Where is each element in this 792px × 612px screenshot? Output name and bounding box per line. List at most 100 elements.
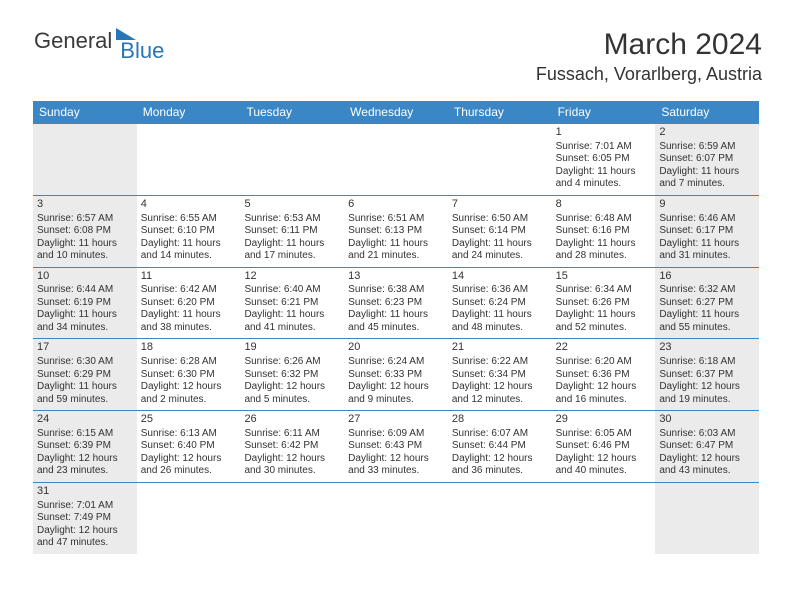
daylight-line: Daylight: 11 hours and 7 minutes. bbox=[659, 166, 755, 191]
sunrise-line: Sunrise: 6:40 AM bbox=[244, 284, 340, 297]
day-cell: 27Sunrise: 6:09 AMSunset: 6:43 PMDayligh… bbox=[344, 411, 448, 482]
day-number: 26 bbox=[244, 413, 340, 427]
sunset-line: Sunset: 6:08 PM bbox=[37, 225, 133, 238]
day-cell: 29Sunrise: 6:05 AMSunset: 6:46 PMDayligh… bbox=[552, 411, 656, 482]
logo: General Blue bbox=[34, 28, 164, 54]
sunrise-line: Sunrise: 6:59 AM bbox=[659, 141, 755, 154]
daylight-line: Daylight: 11 hours and 59 minutes. bbox=[37, 381, 133, 406]
day-number: 4 bbox=[141, 198, 237, 212]
day-cell: 23Sunrise: 6:18 AMSunset: 6:37 PMDayligh… bbox=[655, 339, 759, 410]
sunrise-line: Sunrise: 6:09 AM bbox=[348, 428, 444, 441]
day-cell bbox=[33, 124, 137, 195]
day-cell: 17Sunrise: 6:30 AMSunset: 6:29 PMDayligh… bbox=[33, 339, 137, 410]
week-row: 3Sunrise: 6:57 AMSunset: 6:08 PMDaylight… bbox=[33, 196, 759, 268]
daylight-line: Daylight: 12 hours and 40 minutes. bbox=[556, 453, 652, 478]
logo-text-general: General bbox=[34, 28, 112, 54]
day-number: 30 bbox=[659, 413, 755, 427]
sunrise-line: Sunrise: 6:46 AM bbox=[659, 213, 755, 226]
sunset-line: Sunset: 6:13 PM bbox=[348, 225, 444, 238]
daylight-line: Daylight: 11 hours and 38 minutes. bbox=[141, 309, 237, 334]
daylight-line: Daylight: 12 hours and 33 minutes. bbox=[348, 453, 444, 478]
location: Fussach, Vorarlberg, Austria bbox=[536, 64, 762, 85]
day-cell: 25Sunrise: 6:13 AMSunset: 6:40 PMDayligh… bbox=[137, 411, 241, 482]
week-row: 24Sunrise: 6:15 AMSunset: 6:39 PMDayligh… bbox=[33, 411, 759, 483]
day-cell: 11Sunrise: 6:42 AMSunset: 6:20 PMDayligh… bbox=[137, 268, 241, 339]
sunset-line: Sunset: 6:21 PM bbox=[244, 297, 340, 310]
daylight-line: Daylight: 11 hours and 24 minutes. bbox=[452, 238, 548, 263]
day-cell: 20Sunrise: 6:24 AMSunset: 6:33 PMDayligh… bbox=[344, 339, 448, 410]
day-number: 2 bbox=[659, 126, 755, 140]
calendar: SundayMondayTuesdayWednesdayThursdayFrid… bbox=[33, 101, 759, 554]
sunset-line: Sunset: 6:30 PM bbox=[141, 369, 237, 382]
day-cell bbox=[137, 483, 241, 554]
sunrise-line: Sunrise: 6:20 AM bbox=[556, 356, 652, 369]
sunset-line: Sunset: 6:23 PM bbox=[348, 297, 444, 310]
daylight-line: Daylight: 11 hours and 45 minutes. bbox=[348, 309, 444, 334]
daylight-line: Daylight: 11 hours and 34 minutes. bbox=[37, 309, 133, 334]
weeks-container: 1Sunrise: 7:01 AMSunset: 6:05 PMDaylight… bbox=[33, 124, 759, 554]
day-number: 15 bbox=[556, 270, 652, 284]
header: General Blue March 2024 Fussach, Vorarlb… bbox=[0, 0, 792, 93]
day-number: 1 bbox=[556, 126, 652, 140]
sunrise-line: Sunrise: 6:24 AM bbox=[348, 356, 444, 369]
week-row: 1Sunrise: 7:01 AMSunset: 6:05 PMDaylight… bbox=[33, 124, 759, 196]
daylight-line: Daylight: 11 hours and 41 minutes. bbox=[244, 309, 340, 334]
daylight-line: Daylight: 11 hours and 14 minutes. bbox=[141, 238, 237, 263]
daylight-line: Daylight: 12 hours and 12 minutes. bbox=[452, 381, 548, 406]
day-cell: 7Sunrise: 6:50 AMSunset: 6:14 PMDaylight… bbox=[448, 196, 552, 267]
day-cell: 22Sunrise: 6:20 AMSunset: 6:36 PMDayligh… bbox=[552, 339, 656, 410]
day-number: 9 bbox=[659, 198, 755, 212]
title-block: March 2024 Fussach, Vorarlberg, Austria bbox=[536, 28, 762, 85]
day-cell bbox=[344, 483, 448, 554]
sunrise-line: Sunrise: 6:48 AM bbox=[556, 213, 652, 226]
day-cell: 8Sunrise: 6:48 AMSunset: 6:16 PMDaylight… bbox=[552, 196, 656, 267]
sunrise-line: Sunrise: 6:53 AM bbox=[244, 213, 340, 226]
logo-text-blue: Blue bbox=[120, 38, 164, 64]
sunrise-line: Sunrise: 6:22 AM bbox=[452, 356, 548, 369]
sunset-line: Sunset: 6:33 PM bbox=[348, 369, 444, 382]
daylight-line: Daylight: 11 hours and 17 minutes. bbox=[244, 238, 340, 263]
day-number: 28 bbox=[452, 413, 548, 427]
daylight-line: Daylight: 12 hours and 30 minutes. bbox=[244, 453, 340, 478]
day-number: 14 bbox=[452, 270, 548, 284]
sunrise-line: Sunrise: 6:44 AM bbox=[37, 284, 133, 297]
day-cell bbox=[240, 124, 344, 195]
day-cell: 15Sunrise: 6:34 AMSunset: 6:26 PMDayligh… bbox=[552, 268, 656, 339]
sunset-line: Sunset: 6:37 PM bbox=[659, 369, 755, 382]
daylight-line: Daylight: 12 hours and 5 minutes. bbox=[244, 381, 340, 406]
sunset-line: Sunset: 6:36 PM bbox=[556, 369, 652, 382]
day-number: 16 bbox=[659, 270, 755, 284]
day-header-row: SundayMondayTuesdayWednesdayThursdayFrid… bbox=[33, 101, 759, 124]
sunset-line: Sunset: 6:44 PM bbox=[452, 440, 548, 453]
day-number: 6 bbox=[348, 198, 444, 212]
daylight-line: Daylight: 11 hours and 10 minutes. bbox=[37, 238, 133, 263]
sunrise-line: Sunrise: 6:18 AM bbox=[659, 356, 755, 369]
week-row: 10Sunrise: 6:44 AMSunset: 6:19 PMDayligh… bbox=[33, 268, 759, 340]
sunrise-line: Sunrise: 6:34 AM bbox=[556, 284, 652, 297]
day-header-friday: Friday bbox=[552, 101, 656, 124]
sunset-line: Sunset: 6:42 PM bbox=[244, 440, 340, 453]
day-number: 27 bbox=[348, 413, 444, 427]
sunrise-line: Sunrise: 6:57 AM bbox=[37, 213, 133, 226]
day-number: 11 bbox=[141, 270, 237, 284]
sunset-line: Sunset: 6:14 PM bbox=[452, 225, 548, 238]
sunset-line: Sunset: 6:32 PM bbox=[244, 369, 340, 382]
sunset-line: Sunset: 6:27 PM bbox=[659, 297, 755, 310]
day-cell: 2Sunrise: 6:59 AMSunset: 6:07 PMDaylight… bbox=[655, 124, 759, 195]
sunset-line: Sunset: 6:43 PM bbox=[348, 440, 444, 453]
daylight-line: Daylight: 11 hours and 31 minutes. bbox=[659, 238, 755, 263]
day-number: 23 bbox=[659, 341, 755, 355]
sunset-line: Sunset: 6:34 PM bbox=[452, 369, 548, 382]
day-header-tuesday: Tuesday bbox=[240, 101, 344, 124]
daylight-line: Daylight: 11 hours and 4 minutes. bbox=[556, 166, 652, 191]
day-number: 21 bbox=[452, 341, 548, 355]
sunrise-line: Sunrise: 6:30 AM bbox=[37, 356, 133, 369]
day-cell bbox=[552, 483, 656, 554]
day-number: 7 bbox=[452, 198, 548, 212]
day-cell bbox=[240, 483, 344, 554]
day-cell: 26Sunrise: 6:11 AMSunset: 6:42 PMDayligh… bbox=[240, 411, 344, 482]
sunset-line: Sunset: 6:24 PM bbox=[452, 297, 548, 310]
sunrise-line: Sunrise: 6:07 AM bbox=[452, 428, 548, 441]
day-number: 10 bbox=[37, 270, 133, 284]
day-cell bbox=[137, 124, 241, 195]
